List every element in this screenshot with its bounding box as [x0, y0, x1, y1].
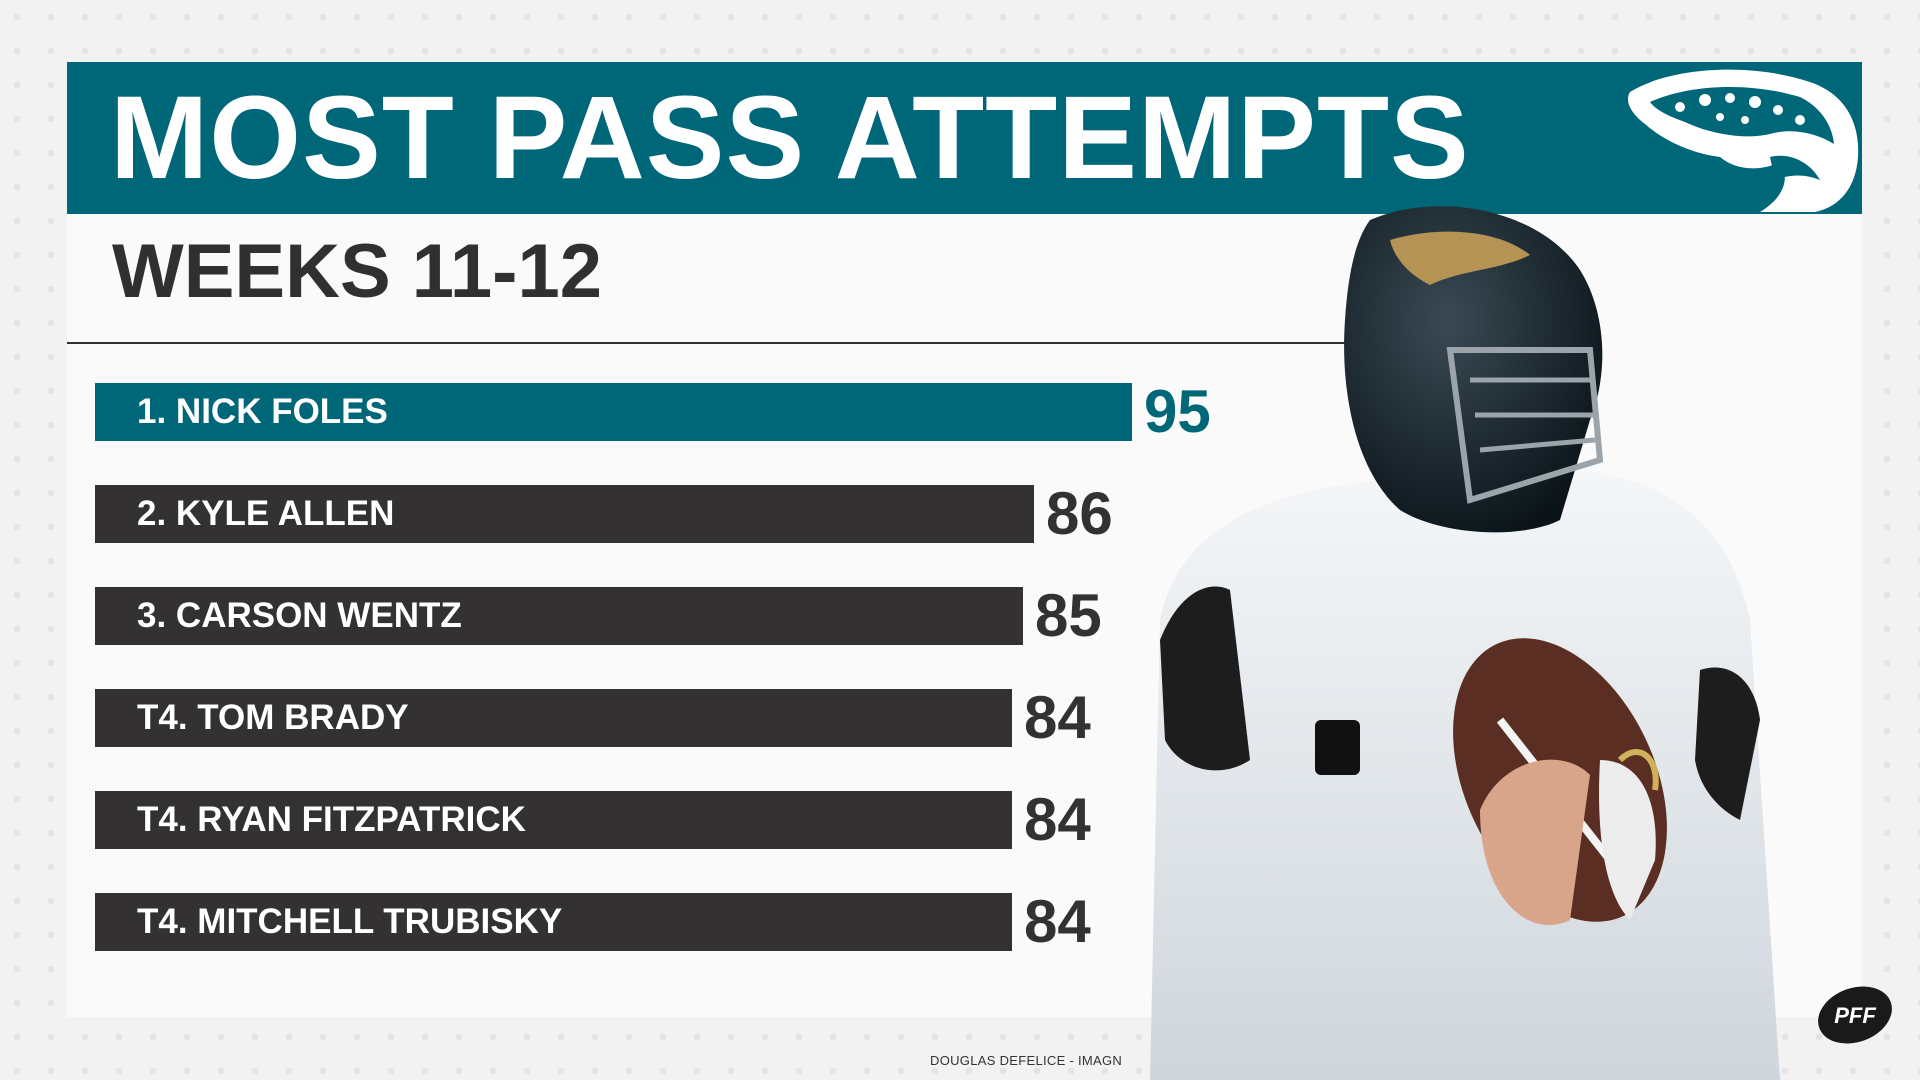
divider — [67, 342, 1357, 344]
bar-6: T4. MITCHELL TRUBISKY — [95, 893, 1012, 951]
bar-label: 3. CARSON WENTZ — [137, 596, 462, 635]
bar-label: 1. NICK FOLES — [137, 392, 388, 431]
bar-value-label: 84 — [1024, 786, 1091, 853]
bar-label: T4. RYAN FITZPATRICK — [137, 800, 526, 839]
bar-3: 3. CARSON WENTZ — [95, 587, 1023, 645]
bar-2: 2. KYLE ALLEN — [95, 485, 1034, 543]
bar-value-label: 86 — [1046, 480, 1113, 547]
bar-value-label: 84 — [1024, 888, 1091, 955]
bar-label: 2. KYLE ALLEN — [137, 494, 395, 533]
pff-logo-text: PFF — [1834, 1003, 1876, 1028]
jaguar-head-logo-icon — [1627, 69, 1859, 212]
bar-label: T4. TOM BRADY — [137, 698, 409, 737]
bar-value-label: 84 — [1024, 684, 1091, 751]
bar-1: 1. NICK FOLES — [95, 383, 1132, 441]
bar-4: T4. TOM BRADY — [95, 689, 1012, 747]
chart-title: MOST PASS ATTEMPTS — [110, 72, 1470, 204]
bar-5: T4. RYAN FITZPATRICK — [95, 791, 1012, 849]
bar-label: T4. MITCHELL TRUBISKY — [137, 902, 563, 941]
photo-credit: DOUGLAS DEFELICE - IMAGN — [930, 1053, 1123, 1068]
pff-logo-icon: PFF — [1818, 986, 1892, 1044]
quarterback-photo — [1150, 206, 1780, 1080]
title-banner — [67, 62, 1862, 214]
bar-value-label: 95 — [1144, 378, 1211, 445]
chart-subtitle: WEEKS 11-12 — [112, 229, 602, 314]
bar-value-label: 85 — [1035, 582, 1102, 649]
